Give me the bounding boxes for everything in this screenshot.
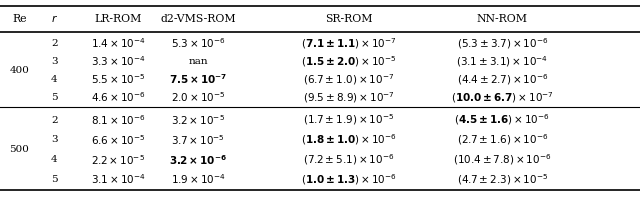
Text: $(10.4 \pm 7.8) \times 10^{-6}$: $(10.4 \pm 7.8) \times 10^{-6}$ — [453, 151, 552, 166]
Text: $(2.7 \pm 1.6) \times 10^{-6}$: $(2.7 \pm 1.6) \times 10^{-6}$ — [457, 132, 548, 147]
Text: $3.1 \times 10^{-4}$: $3.1 \times 10^{-4}$ — [91, 172, 146, 185]
Text: $3.3 \times 10^{-4}$: $3.3 \times 10^{-4}$ — [91, 54, 146, 68]
Text: $2.2 \times 10^{-5}$: $2.2 \times 10^{-5}$ — [92, 152, 145, 166]
Text: 5: 5 — [51, 174, 58, 183]
Text: $(5.3 \pm 3.7) \times 10^{-6}$: $(5.3 \pm 3.7) \times 10^{-6}$ — [457, 36, 548, 51]
Text: $(\mathbf{4.5 \pm 1.6}) \times 10^{-6}$: $(\mathbf{4.5 \pm 1.6}) \times 10^{-6}$ — [454, 112, 550, 127]
Text: 3: 3 — [51, 57, 58, 66]
Text: $6.6 \times 10^{-5}$: $6.6 \times 10^{-5}$ — [91, 132, 146, 146]
Text: $(\mathbf{7.1 \pm 1.1}) \times 10^{-7}$: $(\mathbf{7.1 \pm 1.1}) \times 10^{-7}$ — [301, 36, 397, 51]
Text: $1.9 \times 10^{-4}$: $1.9 \times 10^{-4}$ — [171, 172, 226, 185]
Text: $(\mathbf{1.0 \pm 1.3}) \times 10^{-6}$: $(\mathbf{1.0 \pm 1.3}) \times 10^{-6}$ — [301, 171, 397, 186]
Text: 400: 400 — [9, 66, 29, 74]
Text: $r$: $r$ — [51, 13, 58, 24]
Text: $(\mathbf{1.8 \pm 1.0}) \times 10^{-6}$: $(\mathbf{1.8 \pm 1.0}) \times 10^{-6}$ — [301, 132, 397, 147]
Text: $(1.7 \pm 1.9) \times 10^{-5}$: $(1.7 \pm 1.9) \times 10^{-5}$ — [303, 112, 394, 127]
Text: 4: 4 — [51, 154, 58, 163]
Text: 2: 2 — [51, 115, 58, 124]
Text: $\mathbf{7.5 \times 10^{-7}}$: $\mathbf{7.5 \times 10^{-7}}$ — [169, 72, 228, 86]
Text: $(9.5 \pm 8.9) \times 10^{-7}$: $(9.5 \pm 8.9) \times 10^{-7}$ — [303, 89, 395, 104]
Text: $(4.4 \pm 2.7) \times 10^{-6}$: $(4.4 \pm 2.7) \times 10^{-6}$ — [457, 72, 548, 86]
Text: $(\mathbf{10.0 \pm 6.7}) \times 10^{-7}$: $(\mathbf{10.0 \pm 6.7}) \times 10^{-7}$ — [451, 89, 554, 104]
Text: $3.7 \times 10^{-5}$: $3.7 \times 10^{-5}$ — [172, 132, 225, 146]
Text: $(3.1 \pm 3.1) \times 10^{-4}$: $(3.1 \pm 3.1) \times 10^{-4}$ — [456, 54, 548, 68]
Text: $8.1 \times 10^{-6}$: $8.1 \times 10^{-6}$ — [91, 113, 146, 126]
Text: 4: 4 — [51, 74, 58, 83]
Text: d2-VMS-ROM: d2-VMS-ROM — [161, 14, 236, 24]
Text: Re: Re — [12, 14, 26, 24]
Text: LR-ROM: LR-ROM — [95, 14, 142, 24]
Text: $2.0 \times 10^{-5}$: $2.0 \times 10^{-5}$ — [171, 90, 226, 104]
Text: $5.3 \times 10^{-6}$: $5.3 \times 10^{-6}$ — [171, 36, 226, 50]
Text: $3.2 \times 10^{-5}$: $3.2 \times 10^{-5}$ — [172, 113, 225, 126]
Text: $(\mathbf{1.5 \pm 2.0}) \times 10^{-5}$: $(\mathbf{1.5 \pm 2.0}) \times 10^{-5}$ — [301, 54, 397, 68]
Text: nan: nan — [189, 57, 208, 66]
Text: 500: 500 — [9, 145, 29, 153]
Text: 3: 3 — [51, 135, 58, 144]
Text: 2: 2 — [51, 39, 58, 48]
Text: SR-ROM: SR-ROM — [325, 14, 372, 24]
Text: $1.4 \times 10^{-4}$: $1.4 \times 10^{-4}$ — [91, 36, 146, 50]
Text: 5: 5 — [51, 92, 58, 101]
Text: $\mathbf{3.2 \times 10^{-6}}$: $\mathbf{3.2 \times 10^{-6}}$ — [170, 152, 227, 166]
Text: $(6.7 \pm 1.0) \times 10^{-7}$: $(6.7 \pm 1.0) \times 10^{-7}$ — [303, 72, 394, 86]
Text: $4.6 \times 10^{-6}$: $4.6 \times 10^{-6}$ — [91, 90, 146, 104]
Text: $(4.7 \pm 2.3) \times 10^{-5}$: $(4.7 \pm 2.3) \times 10^{-5}$ — [457, 171, 548, 186]
Text: $5.5 \times 10^{-5}$: $5.5 \times 10^{-5}$ — [91, 72, 146, 86]
Text: $(7.2 \pm 5.1) \times 10^{-6}$: $(7.2 \pm 5.1) \times 10^{-6}$ — [303, 151, 394, 166]
Text: NN-ROM: NN-ROM — [477, 14, 528, 24]
